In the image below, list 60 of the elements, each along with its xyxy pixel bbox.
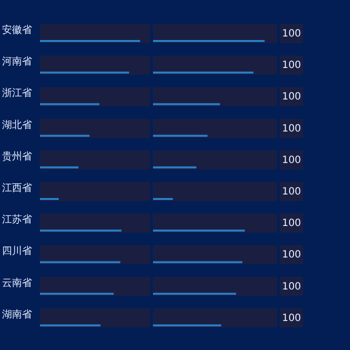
text: 100	[282, 154, 302, 166]
y-tick-label: 河南省	[2, 56, 32, 68]
text: 100	[282, 312, 302, 324]
bar	[153, 24, 277, 43]
bar	[153, 292, 236, 295]
bar	[153, 198, 173, 200]
bar	[153, 150, 277, 170]
bar	[40, 198, 59, 200]
text: 100	[282, 28, 302, 40]
bar	[153, 87, 277, 106]
bar	[40, 24, 150, 43]
y-tick-label: 贵州省	[2, 150, 32, 162]
bar	[153, 134, 208, 137]
text: 100	[282, 123, 302, 134]
bar	[153, 276, 277, 296]
bar	[40, 40, 140, 42]
y-tick-label: 四川省	[2, 245, 32, 258]
bar	[40, 308, 150, 328]
y-tick-label: 湖北省	[2, 118, 32, 131]
bar	[153, 103, 220, 106]
y-tick-label: 浙江省	[2, 87, 32, 100]
bar	[40, 150, 150, 170]
text: 100	[282, 250, 302, 261]
bar	[40, 182, 150, 201]
bar	[40, 56, 150, 75]
bar	[40, 261, 120, 264]
bar	[153, 324, 222, 326]
bar	[153, 40, 265, 42]
bar	[40, 230, 122, 232]
text: 100	[282, 60, 302, 72]
bar	[40, 134, 90, 137]
bar	[153, 245, 277, 264]
bar	[40, 166, 78, 168]
bar	[153, 230, 245, 232]
bar	[40, 292, 114, 295]
text: 100	[282, 218, 302, 230]
bar	[40, 276, 150, 296]
bar	[40, 72, 130, 74]
bar	[40, 214, 150, 233]
text: 100	[282, 92, 302, 103]
bar	[153, 182, 277, 201]
bar	[153, 56, 277, 75]
y-tick-label: 安徽省	[2, 24, 32, 36]
bar	[153, 308, 277, 328]
y-tick-label: 江西省	[2, 182, 32, 194]
bar	[40, 103, 100, 106]
bar	[153, 72, 254, 74]
bar	[40, 324, 100, 326]
text: 100	[282, 281, 302, 292]
bar	[40, 245, 150, 264]
bar	[40, 87, 150, 106]
bar	[153, 261, 242, 264]
y-tick-label: 湖南省	[2, 308, 32, 320]
y-tick-label: 云南省	[2, 276, 32, 289]
bar	[153, 214, 277, 233]
bar	[153, 118, 277, 138]
text: 100	[282, 186, 302, 198]
bar	[40, 118, 150, 138]
bar	[153, 166, 196, 168]
y-tick-label: 江苏省	[2, 214, 32, 226]
